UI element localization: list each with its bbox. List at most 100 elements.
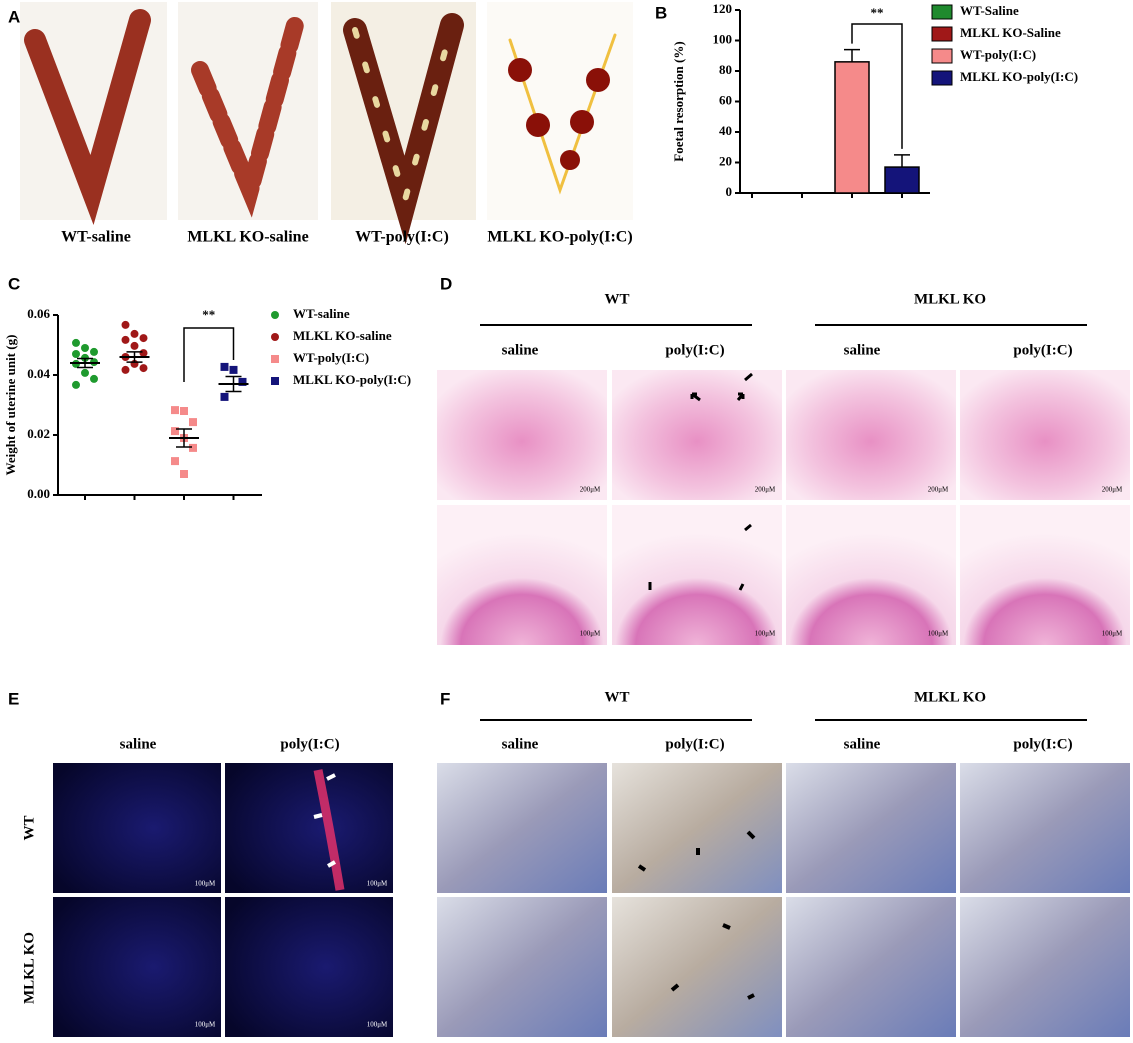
- data-point: [72, 380, 80, 389]
- data-point: [139, 349, 148, 358]
- legend-label: MLKL KO-saline: [293, 328, 392, 343]
- y-tick-label: 0.00: [27, 486, 50, 501]
- panel-label: C: [8, 274, 20, 293]
- caption: MLKL KO-saline: [187, 229, 308, 246]
- sem-bar: [77, 357, 93, 369]
- y-axis-label: Weight of uterine unit (g): [3, 335, 18, 476]
- scale-bar: 200μM: [1102, 486, 1123, 494]
- ihc-micrographs: [437, 763, 1130, 1037]
- significance-bracket: [183, 327, 235, 382]
- data-point: [139, 364, 148, 373]
- data-point: [72, 350, 80, 358]
- legend-swatch: [931, 48, 953, 64]
- scale-bar: 100μM: [580, 630, 601, 638]
- scale-bar: 100μM: [928, 630, 949, 638]
- y-tick-label: 0: [726, 184, 733, 199]
- legend-swatch: [931, 26, 953, 42]
- bar: [884, 166, 920, 194]
- legend-label: MLKL KO-Saline: [960, 25, 1061, 40]
- legend-marker: [271, 333, 279, 341]
- y-tick-label: 60: [719, 92, 732, 107]
- data-point: [139, 334, 148, 343]
- bar: [834, 61, 870, 194]
- legend-label: WT-saline: [293, 306, 350, 321]
- y-tick-label: 0.02: [27, 426, 50, 441]
- error-bar: [844, 48, 860, 62]
- error-bar: [894, 154, 910, 168]
- column-header: poly(I:C): [1013, 736, 1072, 752]
- panel-label: B: [655, 3, 667, 22]
- scale-bar: 100μM: [195, 880, 216, 888]
- group-header: MLKL KO: [914, 689, 986, 705]
- legend-marker: [271, 355, 279, 363]
- scale-bar: 100μM: [367, 1021, 388, 1029]
- data-point: [90, 347, 98, 356]
- scale-bar: 200μM: [755, 486, 776, 494]
- legend-swatch: [931, 4, 953, 20]
- y-tick-label: 20: [719, 153, 732, 168]
- column-header: saline: [120, 736, 157, 752]
- group-header: WT: [604, 291, 629, 307]
- panel-label: F: [440, 689, 450, 708]
- data-point: [72, 338, 80, 347]
- data-point: [171, 427, 179, 436]
- data-point: [220, 392, 229, 401]
- column-header: poly(I:C): [1013, 342, 1072, 358]
- legend-label: WT-poly(I:C): [293, 350, 369, 365]
- sem-bar: [176, 428, 192, 448]
- data-point: [180, 407, 188, 415]
- data-point: [189, 443, 197, 452]
- data-point: [121, 335, 130, 344]
- data-point: [90, 374, 98, 383]
- uterus-photos: [20, 2, 633, 245]
- he-micrographs: [437, 370, 1130, 645]
- legend-label: MLKL KO-poly(I:C): [960, 69, 1078, 84]
- legend-swatch: [931, 70, 953, 86]
- y-tick-label: 0.06: [27, 306, 50, 321]
- caption: WT-saline: [61, 229, 131, 246]
- panel-label: A: [8, 7, 20, 26]
- y-tick-label: 40: [719, 123, 732, 138]
- data-point: [81, 368, 89, 377]
- legend-marker: [271, 311, 279, 319]
- y-tick-label: 100: [713, 31, 733, 46]
- legend-label: WT-Saline: [960, 3, 1019, 18]
- caption: MLKL KO-poly(I:C): [487, 229, 632, 246]
- legend-marker: [271, 377, 279, 385]
- column-header: poly(I:C): [665, 342, 724, 358]
- scale-bar: 100μM: [1102, 630, 1123, 638]
- row-header: MLKL KO: [21, 932, 37, 1004]
- scale-bar: 100μM: [755, 630, 776, 638]
- y-tick-label: 0.04: [27, 366, 50, 381]
- data-point: [238, 377, 247, 386]
- data-point: [81, 344, 89, 352]
- column-header: poly(I:C): [665, 736, 724, 752]
- annotation: **: [871, 5, 884, 20]
- column-header: saline: [502, 736, 539, 752]
- fluorescence-micrographs: [53, 763, 393, 1037]
- legend-label: WT-poly(I:C): [960, 47, 1036, 62]
- caption: WT-poly(I:C): [355, 229, 449, 246]
- y-tick-label: 80: [719, 62, 732, 77]
- data-point: [220, 362, 229, 371]
- data-point: [130, 329, 139, 338]
- data-point: [229, 365, 238, 374]
- group-header: WT: [604, 689, 629, 705]
- group-header: MLKL KO: [914, 291, 986, 307]
- data-point: [130, 341, 139, 350]
- y-tick-label: 120: [713, 1, 733, 16]
- data-point: [171, 406, 179, 415]
- scale-bar: 200μM: [928, 486, 949, 494]
- row-header: WT: [21, 815, 37, 840]
- scale-bar: 200μM: [580, 486, 601, 494]
- column-header: saline: [844, 736, 881, 752]
- sem-bar: [126, 351, 143, 363]
- data-point: [180, 470, 188, 478]
- panel-label: D: [440, 274, 452, 293]
- column-header: poly(I:C): [280, 736, 339, 752]
- significance-bracket: [851, 23, 903, 149]
- panel-label: E: [8, 689, 19, 708]
- data-point: [121, 320, 130, 329]
- data-point: [189, 418, 197, 427]
